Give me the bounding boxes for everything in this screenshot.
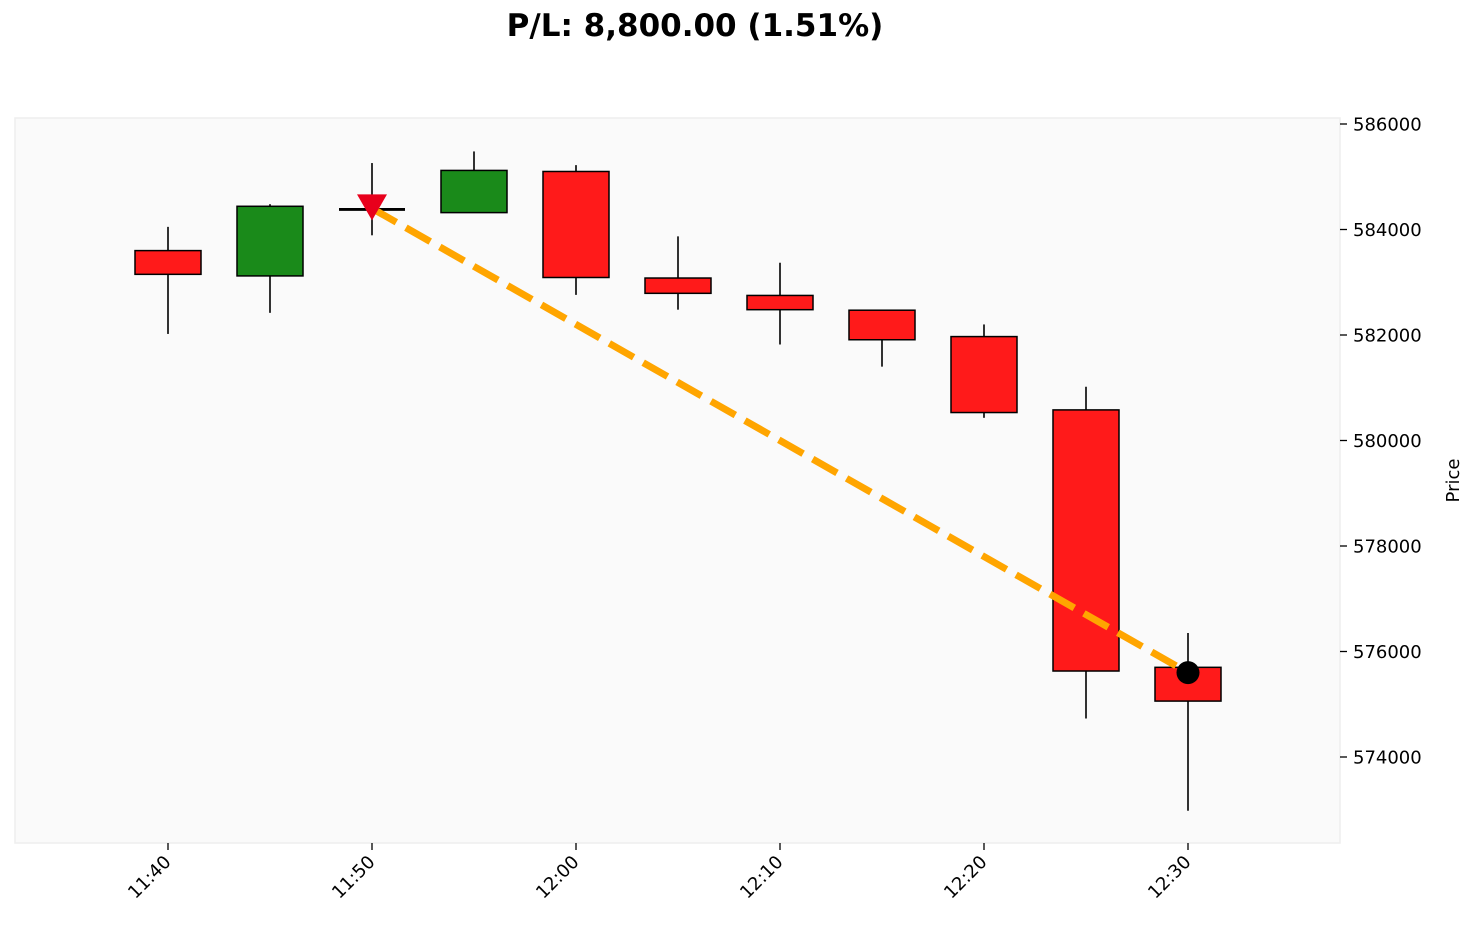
y-tick-label: 574000 (1353, 748, 1422, 769)
candle (542, 165, 610, 295)
candle-body (1052, 409, 1120, 672)
x-axis: 11:40 11:50 12:00 12:10 12:20 12:30 (124, 843, 1196, 903)
candle (644, 236, 712, 310)
y-axis-label: Price (1443, 459, 1464, 503)
candle-body (440, 169, 508, 214)
candle-body (134, 249, 202, 276)
y-tick-label: 582000 (1353, 326, 1422, 347)
x-tick-label: 12:20 (940, 852, 992, 904)
y-tick-label: 580000 (1353, 431, 1422, 452)
candle (950, 324, 1018, 418)
x-tick-label: 11:50 (328, 852, 380, 904)
x-tick-label: 12:00 (532, 852, 584, 904)
candle-body (746, 294, 814, 311)
x-tick-label: 11:40 (124, 852, 176, 904)
y-tick-label: 578000 (1353, 537, 1422, 558)
candle-body (644, 277, 712, 295)
y-axis: 574000 576000 578000 580000 582000 584000 5860… (1340, 115, 1422, 769)
trade-line (370, 205, 1190, 676)
entry-marker (357, 194, 387, 221)
candle (134, 226, 202, 334)
candle-body (848, 309, 916, 341)
candle-body (542, 170, 610, 279)
chart-title: P/L: 8,800.00 (1.51%) (506, 8, 884, 44)
candle (236, 204, 304, 313)
candle-body (236, 205, 304, 277)
y-tick-label: 576000 (1353, 642, 1422, 663)
plot-area (14, 117, 1341, 844)
candle (848, 309, 916, 367)
candle (1052, 386, 1120, 719)
candle (746, 262, 814, 345)
trade-group (357, 194, 1200, 685)
y-tick-label: 584000 (1353, 220, 1422, 241)
candle (440, 151, 508, 214)
y-tick-label: 586000 (1353, 115, 1422, 136)
x-tick-label: 12:30 (1144, 852, 1196, 904)
candle-body (950, 335, 1018, 414)
x-tick-label: 12:10 (736, 852, 788, 904)
exit-marker (1176, 661, 1200, 685)
